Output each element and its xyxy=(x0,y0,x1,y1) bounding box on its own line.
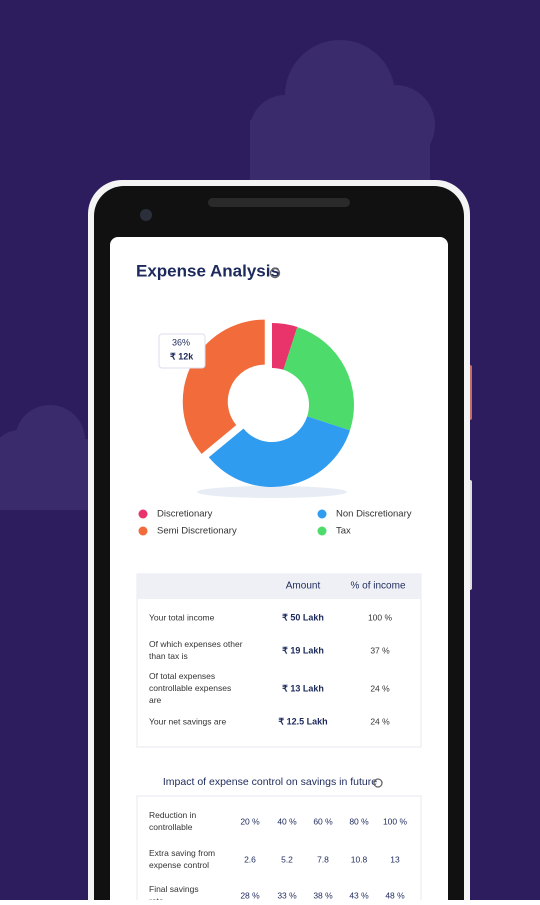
summary-table xyxy=(136,573,422,748)
cell: 40 % xyxy=(277,816,297,826)
donut-segment xyxy=(272,323,298,370)
table-header xyxy=(137,574,421,599)
row-label: Your total income xyxy=(149,612,215,622)
amount: ₹ 50 Lakh xyxy=(282,612,324,622)
legend-label: Non Discretionary xyxy=(336,509,412,520)
tooltip xyxy=(158,333,206,369)
tooltip-amount: ₹ 12k xyxy=(170,351,194,361)
percent: 24 % xyxy=(370,716,390,726)
cell: 33 % xyxy=(277,890,297,900)
cell: 20 % xyxy=(240,816,260,826)
cell: 28 % xyxy=(240,890,260,900)
cell: 7.8 xyxy=(317,854,329,864)
info-icon[interactable] xyxy=(269,267,281,279)
info-icon[interactable] xyxy=(373,778,383,788)
row-label: Of total expenses controllable expenses ar… xyxy=(149,671,231,705)
row-label: Your net savings are xyxy=(149,716,226,726)
legend-label: Semi Discretionary xyxy=(157,526,237,537)
page-title: Expense Analysis xyxy=(136,261,280,280)
percent: 24 % xyxy=(370,683,390,693)
cell: 100 % xyxy=(383,816,408,826)
cell: 80 % xyxy=(349,816,369,826)
cell: 10.8 xyxy=(351,854,368,864)
donut-segment xyxy=(283,327,354,431)
amount: ₹ 13 Lakh xyxy=(282,683,324,693)
percent: 37 % xyxy=(370,645,390,655)
cell: 38 % xyxy=(313,890,333,900)
impact-table xyxy=(136,795,422,905)
amount: ₹ 19 Lakh xyxy=(282,645,324,655)
cell: 43 % xyxy=(349,890,369,900)
row-label: Of which expenses other than tax is xyxy=(149,639,243,661)
speaker xyxy=(208,198,350,207)
row-label: Extra saving from expense control xyxy=(149,848,215,870)
donut-segment xyxy=(208,416,350,487)
clouds xyxy=(0,40,435,510)
percent: 100 % xyxy=(368,612,393,622)
cell: 5.2 xyxy=(281,854,293,864)
tooltip-percent: 36% xyxy=(172,337,190,347)
table-body: Amount % of income Your total income ₹ 50 L… xyxy=(149,581,406,727)
legend: Discretionary Semi Discretionary Non Discr… xyxy=(138,509,412,537)
cell: 60 % xyxy=(313,816,333,826)
impact-body: Reduction in controllable 20 % 40 % 60 % 80 %… xyxy=(149,810,408,905)
cell: 13 xyxy=(390,854,400,864)
cell: 2.6 xyxy=(244,854,256,864)
donut-shadow xyxy=(197,486,347,498)
legend-label: Tax xyxy=(336,526,351,537)
row-label: Reduction in controllable xyxy=(149,810,197,832)
impact-title: Impact of expense control on savings in … xyxy=(163,776,377,788)
legend-dot xyxy=(317,509,327,519)
legend-dot xyxy=(138,509,148,519)
legend-dot xyxy=(317,526,327,536)
cell: 48 % xyxy=(385,890,405,900)
legend-label: Discretionary xyxy=(157,509,213,520)
column-header: Amount xyxy=(286,581,321,592)
legend-dot xyxy=(138,526,148,536)
column-header: % of income xyxy=(350,581,405,592)
amount: ₹ 12.5 Lakh xyxy=(278,716,327,726)
camera xyxy=(140,209,152,221)
